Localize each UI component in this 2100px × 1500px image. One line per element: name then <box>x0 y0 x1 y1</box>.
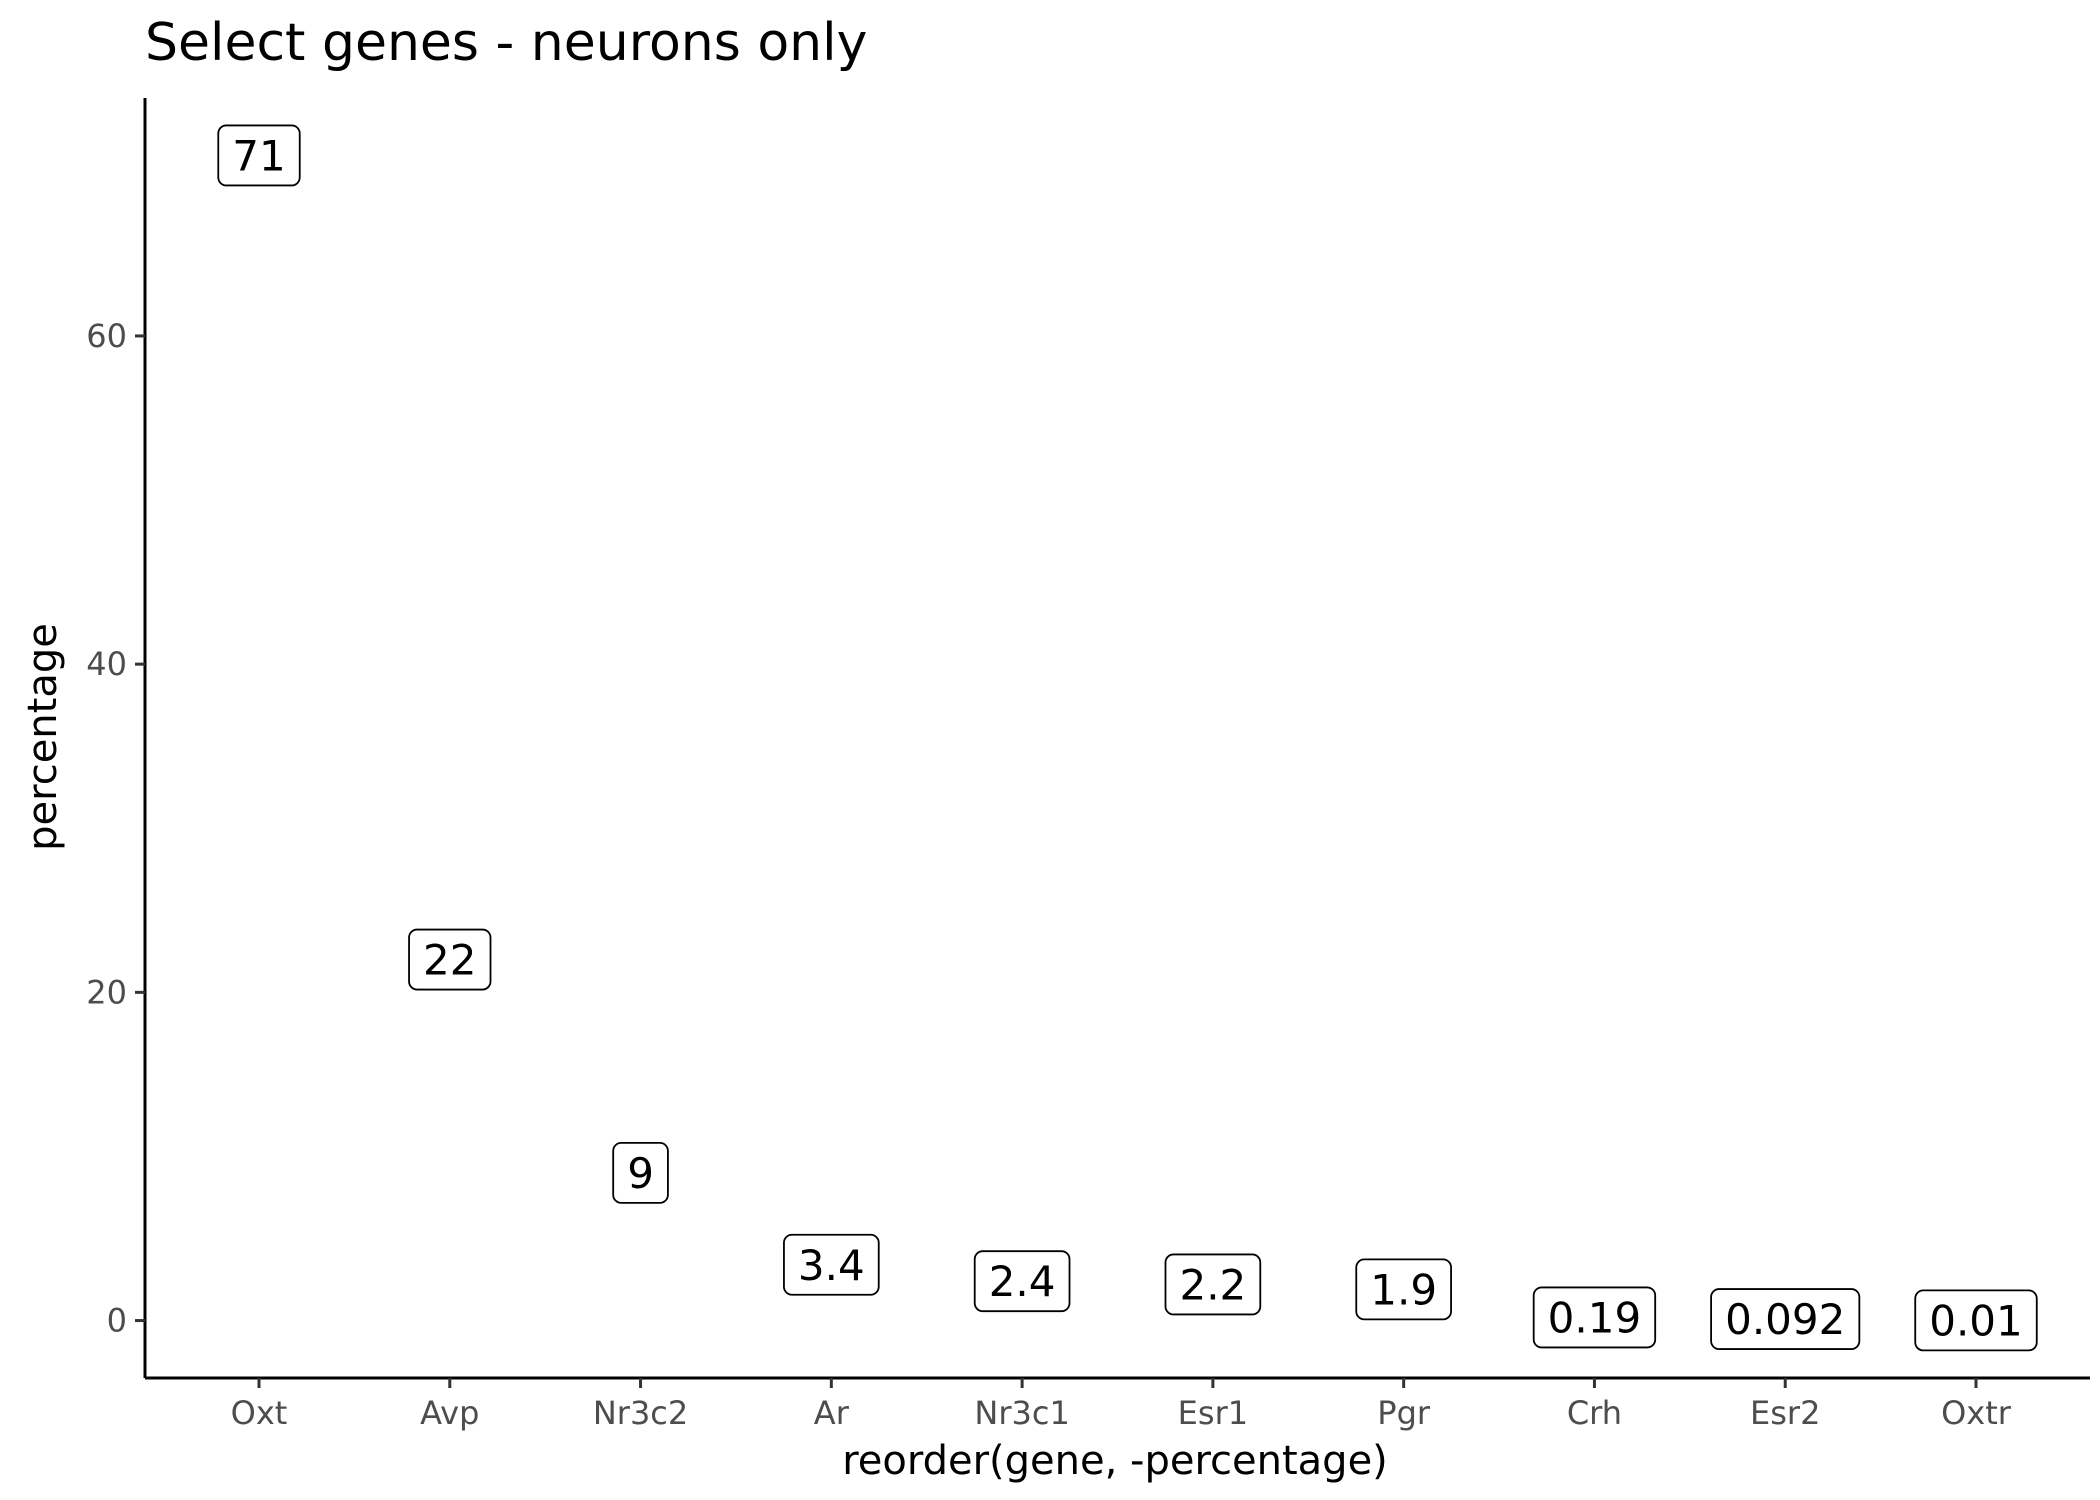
data-label-box <box>408 928 492 991</box>
chart-title: Select genes - neurons only <box>145 13 867 73</box>
data-label-text: 1.9 <box>1370 1265 1437 1314</box>
data-label: 71 <box>217 124 301 187</box>
data-label: 0.19 <box>1532 1286 1657 1349</box>
data-label-box <box>1532 1286 1657 1349</box>
data-label-text: 2.2 <box>1179 1260 1246 1309</box>
data-label-text: 0.092 <box>1725 1295 1845 1344</box>
data-label: 2.2 <box>1164 1253 1262 1316</box>
data-label-box <box>783 1233 880 1296</box>
plot-area: 0 20 40 60 Oxt Avp Nr3c2 Ar Nr3c1 Esr1 Pgr Crh Esr2 O… <box>86 98 2090 1432</box>
x-tick-label: Crh <box>1567 1394 1622 1432</box>
data-label-text: 3.4 <box>798 1241 865 1290</box>
data-label-box <box>1355 1258 1452 1321</box>
data-label: 0.092 <box>1710 1288 1861 1350</box>
x-tick-label: Avp <box>420 1394 479 1432</box>
data-label: 3.4 <box>783 1233 880 1296</box>
data-label-box <box>612 1141 669 1204</box>
data-label-box <box>217 124 301 187</box>
data-label: 22 <box>408 928 492 991</box>
data-label-text: 71 <box>232 131 285 180</box>
data-label: 2.4 <box>973 1250 1071 1313</box>
x-tick-label: Esr2 <box>1750 1394 1820 1432</box>
data-label-text: 0.01 <box>1929 1296 2023 1345</box>
data-label: 0.01 <box>1914 1289 2038 1352</box>
data-label-box <box>973 1250 1071 1313</box>
x-tick-label: Pgr <box>1377 1394 1431 1432</box>
y-tick-label: 20 <box>86 973 127 1011</box>
data-label-box <box>1710 1288 1861 1350</box>
data-label-text: 9 <box>627 1149 654 1198</box>
x-tick-label: Esr1 <box>1178 1394 1248 1432</box>
data-label-text: 2.4 <box>989 1257 1056 1306</box>
data-label-box <box>1164 1253 1262 1316</box>
x-tick-label: Ar <box>814 1394 850 1432</box>
data-label-text: 22 <box>423 936 476 985</box>
x-axis-title: reorder(gene, -percentage) <box>842 1438 1388 1484</box>
x-tick-label: Nr3c2 <box>593 1394 688 1432</box>
y-tick-label: 40 <box>86 645 127 683</box>
y-tick-label: 60 <box>86 317 127 355</box>
data-label-box <box>1914 1289 2038 1352</box>
x-tick-label: Nr3c1 <box>974 1394 1069 1432</box>
data-label: 1.9 <box>1355 1258 1452 1321</box>
data-label-text: 0.19 <box>1548 1293 1642 1342</box>
x-tick-label: Oxtr <box>1941 1394 2012 1432</box>
x-tick-label: Oxt <box>231 1394 288 1432</box>
y-tick-label: 0 <box>107 1302 127 1340</box>
y-axis-title: percentage <box>20 623 66 851</box>
data-label: 9 <box>612 1141 669 1204</box>
